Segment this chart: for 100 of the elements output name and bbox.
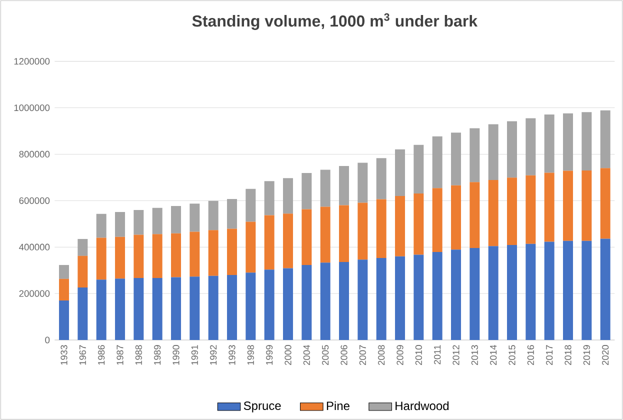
bar xyxy=(171,277,182,340)
legend-label: Hardwood xyxy=(396,401,449,410)
bar xyxy=(376,199,386,258)
x-tick-label: 2015 xyxy=(508,345,516,365)
bar xyxy=(96,238,106,280)
x-tick-label: 2013 xyxy=(471,345,478,365)
y-tick-label: 800000 xyxy=(19,150,50,158)
bar xyxy=(339,166,350,206)
bar xyxy=(96,280,106,340)
x-tick-label: 2016 xyxy=(527,345,534,365)
bar xyxy=(451,185,461,250)
bar xyxy=(78,288,88,340)
y-tick-label: 400000 xyxy=(19,244,50,250)
bar xyxy=(134,210,144,235)
bar xyxy=(582,240,592,340)
bar xyxy=(59,264,70,279)
bar xyxy=(414,254,424,340)
x-tick-label: 1998 xyxy=(247,345,254,365)
x-tick-label: 2019 xyxy=(583,345,590,365)
bar xyxy=(96,214,106,238)
bar xyxy=(283,214,294,268)
bar xyxy=(115,212,126,237)
chart-title: Standing volume, 1000 m$^{3}$ under bark xyxy=(192,13,478,30)
x-tick-label: 2007 xyxy=(359,345,366,365)
bar xyxy=(134,278,144,340)
bar xyxy=(302,173,312,210)
x-tick-label: 2018 xyxy=(564,345,572,365)
bar xyxy=(152,278,162,340)
bar xyxy=(283,268,294,340)
bar xyxy=(246,222,256,273)
bar xyxy=(488,246,498,340)
bar xyxy=(600,238,610,340)
bar xyxy=(190,276,200,340)
y-tick-label: 0 xyxy=(45,336,50,344)
bar xyxy=(171,206,182,234)
bar xyxy=(544,114,554,173)
x-tick-label: 2005 xyxy=(322,345,329,365)
bar xyxy=(526,118,536,176)
bar xyxy=(59,278,70,301)
bar xyxy=(190,204,200,232)
bar xyxy=(376,258,386,340)
bar xyxy=(526,244,536,340)
bar xyxy=(339,205,350,262)
bar xyxy=(563,240,573,340)
bar xyxy=(339,262,350,340)
bar xyxy=(358,162,368,203)
bar xyxy=(264,270,274,340)
bar xyxy=(432,136,442,188)
bar xyxy=(395,149,406,196)
x-tick-label: 1986 xyxy=(98,345,105,365)
bar xyxy=(78,256,88,288)
bar xyxy=(208,200,218,230)
bar xyxy=(600,168,610,239)
x-tick-label: 2014 xyxy=(490,344,497,365)
x-tick-label: 2000 xyxy=(284,345,292,365)
x-tick-label: 2009 xyxy=(396,345,404,365)
y-tick-label: 1000000 xyxy=(14,104,50,112)
x-tick-label: 1999 xyxy=(266,345,273,365)
x-tick-label: 2010 xyxy=(415,345,422,365)
x-tick-label: 1991 xyxy=(191,345,198,365)
bar xyxy=(507,121,517,178)
bar xyxy=(59,300,70,340)
bar xyxy=(376,158,386,200)
bar xyxy=(582,170,592,241)
bar xyxy=(507,178,517,246)
bar xyxy=(78,238,88,256)
bar xyxy=(227,274,238,340)
x-tick-label: 1989 xyxy=(154,345,161,365)
legend-label: Pine xyxy=(326,401,350,410)
y-tick-label: 1200000 xyxy=(14,58,50,65)
bar xyxy=(526,175,536,244)
x-tick-label: 2012 xyxy=(452,345,460,365)
bar xyxy=(358,202,368,260)
bar xyxy=(320,262,330,340)
x-tick-label: 2008 xyxy=(378,345,385,365)
bar xyxy=(507,245,517,340)
bar xyxy=(563,113,573,171)
bar xyxy=(563,170,573,241)
x-tick-label: 1988 xyxy=(135,345,142,365)
bar xyxy=(208,276,218,340)
bar xyxy=(451,250,461,340)
bar xyxy=(432,188,442,252)
bar xyxy=(582,112,592,170)
bar xyxy=(470,248,480,340)
bar xyxy=(395,196,406,256)
bar xyxy=(246,188,256,222)
bar xyxy=(115,236,126,279)
bar xyxy=(264,215,274,270)
y-tick-label: 200000 xyxy=(19,290,50,297)
bar xyxy=(414,144,424,194)
x-tick-label: 1990 xyxy=(172,345,180,365)
bar xyxy=(115,278,126,340)
legend-label: Spruce xyxy=(244,401,281,412)
x-tick-label: 1987 xyxy=(116,345,124,365)
x-tick-label: 2017 xyxy=(546,345,553,365)
x-tick-label: 2020 xyxy=(602,345,609,365)
x-tick-label: 1993 xyxy=(228,345,236,365)
bar xyxy=(302,264,312,340)
bar xyxy=(470,128,480,182)
x-tick-label: 2011 xyxy=(434,345,441,364)
